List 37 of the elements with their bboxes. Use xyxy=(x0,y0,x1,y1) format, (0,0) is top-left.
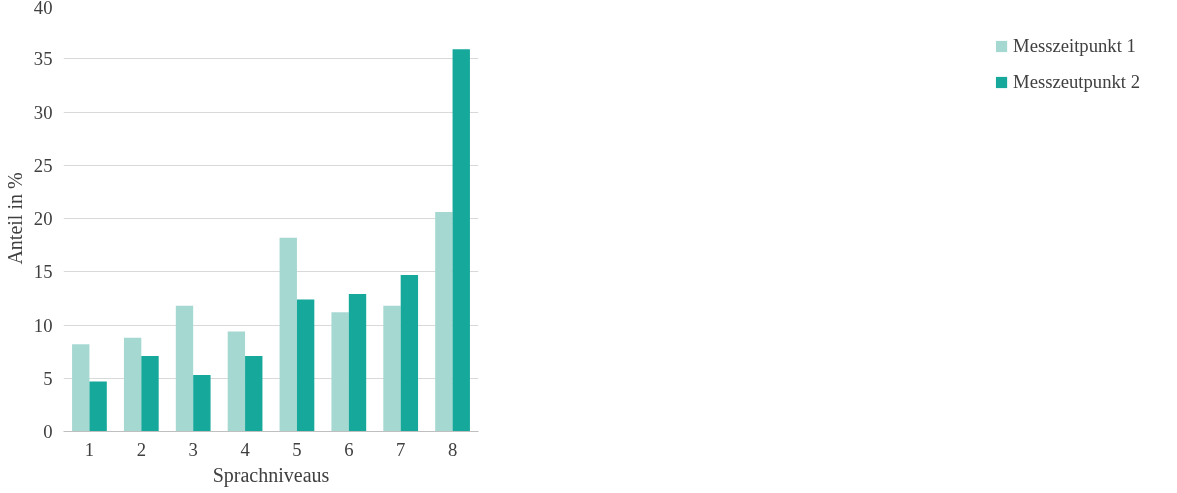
x-tick-label: 1 xyxy=(84,438,95,460)
x-tick-label: 8 xyxy=(447,438,458,460)
x-tick-label: 4 xyxy=(240,438,251,460)
y-tick-label: 30 xyxy=(33,101,53,123)
y-tick-label: 40 xyxy=(33,0,53,18)
y-axis-title: Anteil in % xyxy=(3,172,26,265)
bar xyxy=(400,274,419,432)
bar xyxy=(175,305,194,432)
x-tick-label: 2 xyxy=(136,438,146,460)
bar xyxy=(245,355,263,432)
x-tick-label: 7 xyxy=(396,438,406,460)
bar xyxy=(348,294,367,432)
bar xyxy=(89,381,107,432)
x-axis-title: Sprachniveaus xyxy=(212,463,330,487)
y-tick-label: 25 xyxy=(33,154,53,176)
bar xyxy=(193,375,211,432)
x-tick-label: 6 xyxy=(344,438,354,460)
x-tick-label: 5 xyxy=(292,438,302,460)
y-tick-label: 5 xyxy=(43,367,53,389)
bar xyxy=(452,49,470,432)
y-tick-label: 20 xyxy=(33,208,53,229)
bar xyxy=(72,344,90,432)
y-tick-label: 15 xyxy=(33,261,53,283)
bar xyxy=(331,312,349,432)
bar xyxy=(383,305,401,432)
y-tick-label: 35 xyxy=(33,48,53,70)
bar xyxy=(279,237,297,432)
y-tick-label: 0 xyxy=(43,421,53,442)
bar xyxy=(296,299,315,432)
y-tick-label: 10 xyxy=(33,314,53,336)
x-tick-label: 3 xyxy=(188,438,198,460)
bar xyxy=(141,355,159,432)
bar xyxy=(227,331,246,432)
legend-label: Messzeitpunkt 1 xyxy=(1013,35,1136,57)
legend-label: Messzeutpunkt 2 xyxy=(1013,71,1140,93)
bar xyxy=(123,337,142,432)
bar xyxy=(435,212,453,432)
